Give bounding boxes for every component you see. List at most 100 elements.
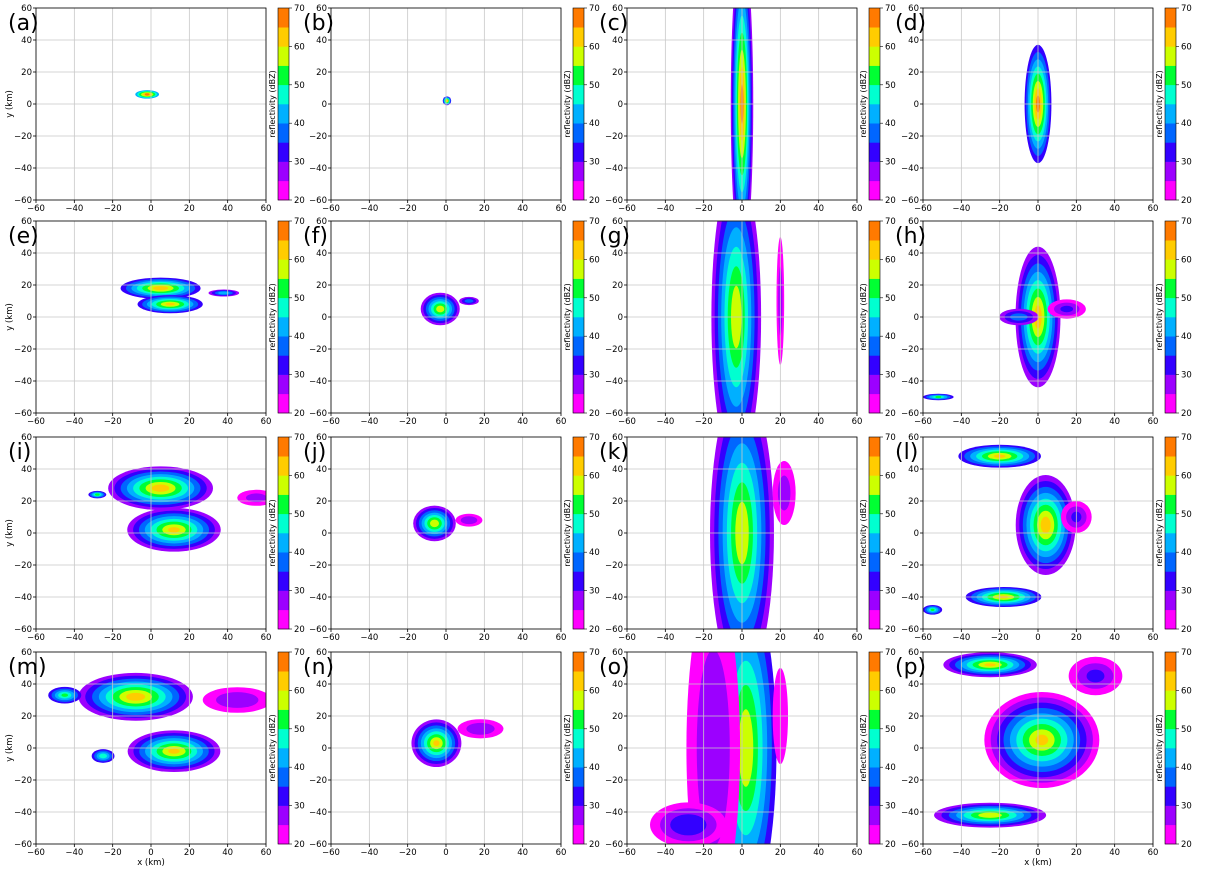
x-tick-label: 40 — [222, 633, 233, 643]
x-tick-label: −40 — [65, 848, 83, 858]
echo-2-level-30 — [1060, 305, 1074, 313]
colorbar-band — [1165, 27, 1176, 47]
y-tick-label: 60 — [316, 648, 327, 658]
colorbar-band — [278, 104, 289, 124]
colorbar-tick-label: 30 — [294, 371, 305, 381]
y-tick-label: 60 — [21, 648, 32, 658]
colorbar-label: reflectivity (dBZ) — [563, 714, 572, 781]
colorbar-tick-label: 40 — [885, 119, 896, 129]
colorbar-tick-label: 40 — [589, 548, 600, 558]
y-tick-label: 60 — [612, 217, 623, 227]
colorbar-tick-label: 40 — [1181, 548, 1192, 558]
x-tick-label: 40 — [517, 417, 528, 427]
x-tick-label: −60 — [914, 633, 932, 643]
echo-4-level-50 — [930, 608, 935, 611]
colorbar-frame — [1164, 7, 1177, 201]
colorbar-tick-label: 60 — [589, 686, 600, 696]
x-tick-label: −40 — [656, 417, 674, 427]
colorbar-tick-label: 40 — [885, 332, 896, 342]
x-tick-label: −60 — [618, 848, 636, 858]
colorbar-tick-label: 40 — [589, 119, 600, 129]
x-tick-label: 20 — [184, 417, 195, 427]
panel-label: (i) — [8, 440, 31, 465]
echo-3-level-50 — [95, 493, 100, 496]
colorbar-tick-label: 50 — [589, 294, 600, 304]
colorbar-band — [278, 533, 289, 553]
x-tick-label: −20 — [695, 848, 713, 858]
colorbar-tick-label: 60 — [294, 255, 305, 265]
colorbar-tick-label: 50 — [589, 81, 600, 91]
y-tick-label: 0 — [322, 313, 327, 323]
echo-2-level-25 — [245, 493, 266, 503]
colorbar-tick-label: 20 — [589, 196, 600, 206]
y-tick-label: −60 — [309, 409, 327, 419]
x-tick-label: 20 — [1071, 204, 1082, 214]
colorbar-band — [869, 278, 880, 299]
colorbar-label: reflectivity (dBZ) — [859, 283, 868, 350]
colorbar-tick-label: 30 — [294, 158, 305, 168]
echo-0-level-60 — [151, 484, 170, 492]
colorbar-band — [278, 552, 289, 572]
colorbar-tick-label: 50 — [885, 294, 896, 304]
colorbar-tick-label: 70 — [294, 217, 305, 227]
x-tick-label: −40 — [656, 204, 674, 214]
colorbar-tick-label: 20 — [294, 196, 305, 206]
colorbar-tick-label: 30 — [589, 587, 600, 597]
y-tick-label: −20 — [605, 345, 623, 355]
colorbar-band — [1165, 437, 1176, 457]
y-tick-label: 60 — [21, 433, 32, 443]
colorbar-band — [1165, 652, 1176, 672]
y-tick-label: −60 — [901, 625, 919, 635]
colorbar-label: reflectivity (dBZ) — [268, 499, 277, 566]
colorbar-band — [278, 609, 289, 630]
y-tick-label: −20 — [901, 561, 919, 571]
y-tick-label: 40 — [21, 680, 32, 690]
y-tick-label: −40 — [309, 377, 327, 387]
x-tick-label: 40 — [517, 633, 528, 643]
y-tick-label: 60 — [908, 433, 919, 443]
colorbar-band — [573, 393, 584, 414]
x-tick-label: −40 — [656, 633, 674, 643]
colorbar-frame — [277, 220, 290, 414]
colorbar-frame — [1164, 220, 1177, 414]
panel-label: (d) — [895, 11, 926, 36]
colorbar-band — [1165, 709, 1176, 730]
colorbar: 20 30 40 50 60 70 reflectivity (dBZ) — [563, 4, 600, 206]
x-tick-label: 0 — [739, 848, 744, 858]
colorbar-label: reflectivity (dBZ) — [268, 714, 277, 781]
colorbar-band — [869, 552, 880, 572]
colorbar-tick-label: 50 — [294, 81, 305, 91]
x-tick-label: 40 — [1109, 848, 1120, 858]
colorbar-tick-label: 70 — [589, 4, 600, 14]
panel-g: −60 −40 −20 0 20 40 60−60−40−200204060(g)20304… — [599, 217, 896, 427]
x-tick-label: 60 — [556, 417, 567, 427]
x-tick-label: 40 — [813, 633, 824, 643]
x-tick-label: −40 — [952, 633, 970, 643]
panel-label: (c) — [599, 11, 628, 36]
colorbar-band — [869, 590, 880, 611]
x-tick-label: −20 — [104, 204, 122, 214]
y-tick-label: 40 — [316, 249, 327, 259]
echo-0-level-55 — [430, 519, 439, 528]
x-tick-label: −40 — [656, 848, 674, 858]
colorbar-tick-label: 20 — [1181, 196, 1192, 206]
x-tick-label: 40 — [222, 204, 233, 214]
y-tick-label: 0 — [618, 313, 623, 323]
x-tick-label: −20 — [399, 848, 417, 858]
y-tick-label: 0 — [618, 529, 623, 539]
colorbar-band — [869, 513, 880, 534]
colorbar-tick-label: 50 — [885, 510, 896, 520]
y-tick-label: −40 — [605, 808, 623, 818]
colorbar-tick-label: 70 — [294, 648, 305, 658]
echo-2-level-30 — [670, 814, 707, 836]
colorbar-band — [278, 824, 289, 845]
colorbar-band — [278, 123, 289, 143]
y-tick-label: −20 — [309, 561, 327, 571]
colorbar-tick-label: 30 — [885, 371, 896, 381]
colorbar-band — [278, 728, 289, 749]
panel-label: (e) — [8, 224, 39, 249]
colorbar-tick-label: 60 — [294, 686, 305, 696]
x-tick-label: 0 — [443, 633, 448, 643]
panel-m: −60 −40 −20 0 20 40 60 −60 −40 −20 0 20 40 60 y (km) x … — [5, 648, 305, 868]
